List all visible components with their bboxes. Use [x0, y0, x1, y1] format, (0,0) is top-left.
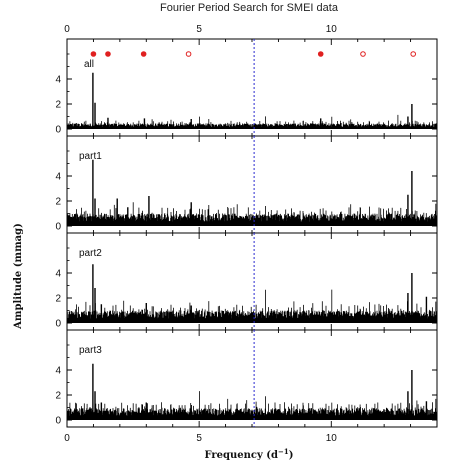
panel-part2: 0 2 4 part2	[55, 232, 438, 331]
x-axis-label-text: Frequency (d	[204, 450, 278, 461]
x-axis-label: Frequency (d−1)	[204, 447, 293, 461]
y-tick-label: 0	[55, 416, 61, 427]
amplitude-trace	[66, 391, 438, 420]
y-tick-label: 0	[55, 125, 61, 136]
panel-label: part3	[79, 345, 102, 356]
amplitude-trace	[66, 193, 438, 226]
x-axis-label-close: )	[289, 450, 294, 461]
y-axis-label: Amplitude (mmag)	[13, 223, 24, 330]
y-tick-label: 0	[55, 222, 61, 233]
bottom-tick-labels: 0 5 10	[64, 433, 337, 444]
panels-group: 0 2 4 all 0 2 4 part1 0 2 4 part2 0 2 4 part3	[55, 38, 438, 428]
frequency-marker-open	[185, 51, 192, 57]
panel-label: all	[84, 59, 94, 70]
top-tick-labels: 0 5 10	[64, 24, 337, 35]
x-tick-label: 0	[64, 433, 70, 444]
x-tick-label-top: 0	[64, 24, 70, 35]
frequency-marker-open	[360, 51, 366, 57]
y-tick-label: 4	[55, 366, 61, 377]
panel-part1: 0 2 4 part1	[55, 135, 438, 234]
panel-frame	[66, 38, 438, 137]
frequency-marker-filled	[105, 51, 111, 57]
x-tick-label-top: 5	[196, 24, 202, 35]
frequency-marker-open	[410, 51, 417, 57]
y-tick-label: 4	[55, 75, 61, 86]
panel-all: 0 2 4 all	[55, 38, 438, 137]
x-tick-label-top: 10	[326, 24, 338, 35]
x-tick-label: 5	[196, 433, 202, 444]
amplitude-trace	[66, 114, 438, 129]
frequency-marker-filled	[140, 51, 147, 57]
y-tick-label: 2	[55, 100, 61, 111]
y-tick-label: 2	[55, 197, 61, 208]
panel-label: part1	[79, 151, 102, 162]
frequency-marker-filled	[90, 51, 97, 57]
y-tick-label: 0	[55, 319, 61, 330]
chart-title: Fourier Period Search for SMEI data	[160, 2, 339, 14]
y-tick-label: 2	[55, 391, 61, 402]
panel-part3: 0 2 4 part3	[55, 329, 438, 428]
y-tick-label: 2	[55, 294, 61, 305]
x-tick-label: 10	[326, 433, 338, 444]
amplitude-trace	[66, 289, 438, 323]
panel-label: part2	[79, 248, 102, 259]
y-tick-label: 4	[55, 269, 61, 280]
y-tick-label: 4	[55, 172, 61, 183]
frequency-marker-filled	[317, 51, 324, 57]
x-axis-label-superscript: −1	[278, 447, 289, 456]
